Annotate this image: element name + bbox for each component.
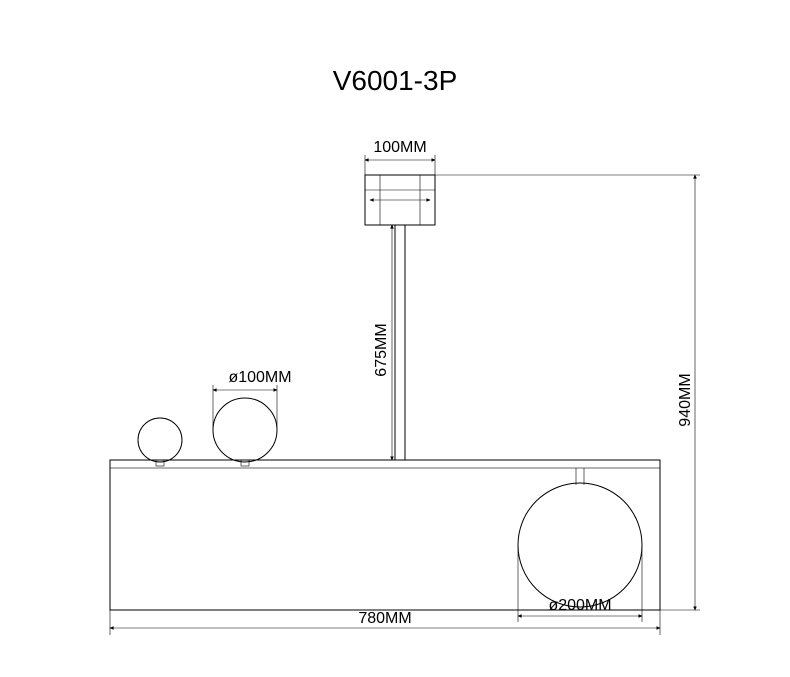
dim-large-ball-label: ø200MM (548, 597, 611, 614)
ceiling-mount (365, 175, 435, 225)
dim-rod-height: 675MM (373, 225, 392, 460)
small-ball-2 (213, 398, 277, 466)
dim-total-height-label: 940MM (677, 373, 694, 426)
dim-small-ball-label: ø100MM (228, 369, 291, 386)
drop-rod (395, 225, 405, 460)
drawing-title: V6001-3P (333, 65, 458, 96)
bar-frame (110, 460, 660, 610)
dim-rod-height-label: 675MM (373, 323, 390, 376)
small-ball-1 (138, 418, 182, 466)
dim-base-width-label: 780MM (358, 610, 411, 627)
large-ball (518, 468, 642, 607)
dim-mount-width: 100MM (365, 139, 435, 175)
dim-small-ball: ø100MM (213, 369, 292, 430)
dim-mount-width-label: 100MM (373, 139, 426, 156)
